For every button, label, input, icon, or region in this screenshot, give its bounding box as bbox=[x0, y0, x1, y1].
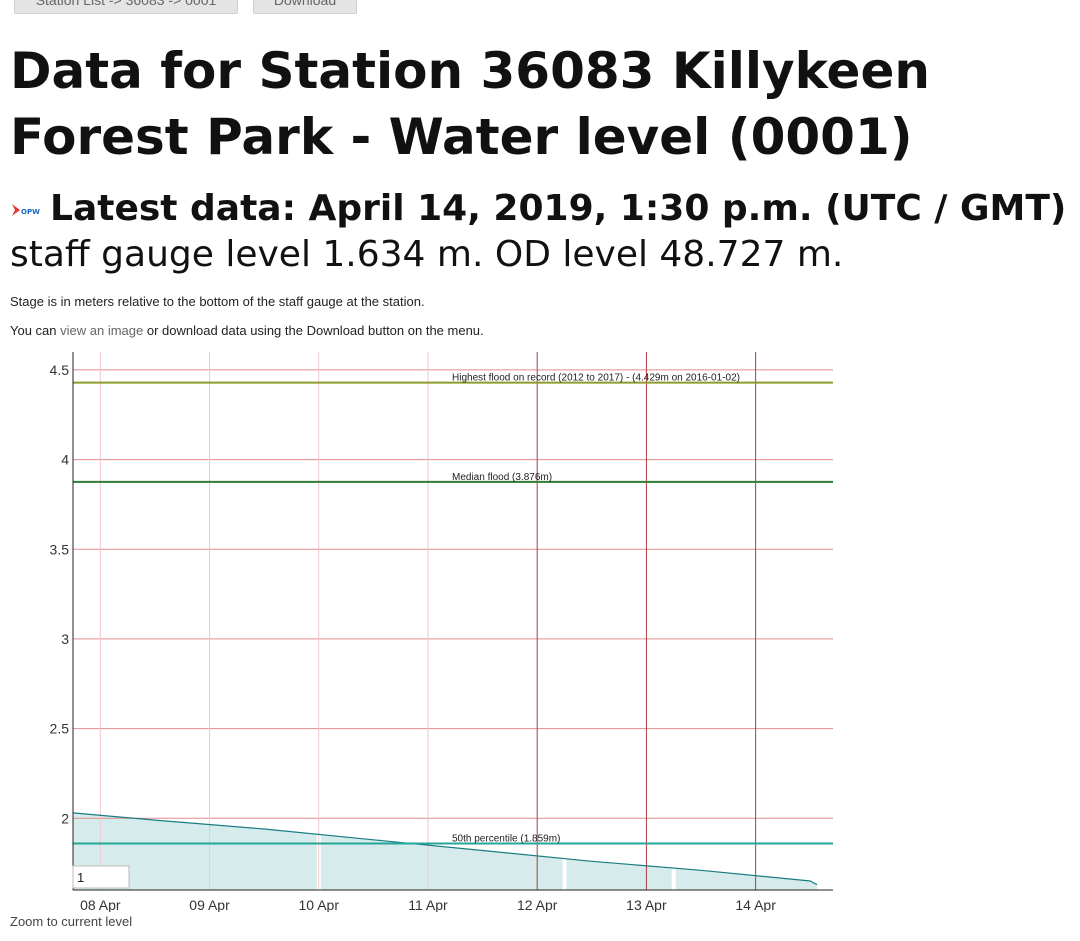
x-tick-label: 14 Apr bbox=[735, 897, 776, 912]
zoom-current-level-link[interactable]: Zoom to current level bbox=[10, 914, 133, 929]
download-note: You can view an image or download data u… bbox=[10, 323, 484, 338]
reference-line-label: 50th percentile (1.859m) bbox=[452, 834, 560, 845]
x-tick-label: 13 Apr bbox=[626, 897, 667, 912]
water-level-chart[interactable]: 2 2.5 3 3.5 4 4.5 08 Apr 09 Apr 10 Apr 11 Apr 12 A… bbox=[0, 340, 860, 912]
reference-line-label: Median flood (3.876m) bbox=[452, 472, 552, 483]
y-tick-label: 4.5 bbox=[50, 362, 70, 378]
svg-text:OPW: OPW bbox=[21, 208, 40, 216]
x-tick-label: 09 Apr bbox=[189, 897, 230, 912]
view-image-link[interactable]: view an image bbox=[60, 323, 144, 338]
x-tick-label: 12 Apr bbox=[517, 897, 558, 912]
stage-note: Stage is in meters relative to the botto… bbox=[10, 294, 425, 309]
y-tick-label: 4 bbox=[61, 452, 69, 468]
series-line bbox=[72, 812, 818, 886]
y-tick-label: 3.5 bbox=[50, 541, 70, 557]
latest-data-line: OPW Latest data: April 14, 2019, 1:30 p.m… bbox=[10, 186, 1070, 278]
data-gap bbox=[671, 352, 676, 890]
x-tick-label: 11 Apr bbox=[408, 897, 448, 912]
opw-logo-icon: OPW bbox=[12, 204, 40, 216]
page-title: Data for Station 36083 Killykeen Forest … bbox=[10, 42, 930, 166]
latest-data-timestamp: Latest data: April 14, 2019, 1:30 p.m. (… bbox=[50, 188, 1067, 229]
latest-data-levels: staff gauge level 1.634 m. OD level 48.7… bbox=[10, 234, 844, 275]
y-tick-label: 2 bbox=[61, 810, 69, 826]
reference-line-label: Highest flood on record (2012 to 2017) -… bbox=[452, 373, 740, 384]
y-tick-label: 2.5 bbox=[50, 721, 70, 737]
x-tick-label: 10 Apr bbox=[299, 897, 340, 912]
y-tick-label: 3 bbox=[61, 631, 69, 647]
breadcrumb-button[interactable]: Station List -> 36083 -> 0001 bbox=[14, 0, 238, 14]
data-gap bbox=[562, 352, 567, 890]
download-note-suffix: or download data using the Download butt… bbox=[143, 323, 484, 338]
series-area bbox=[73, 812, 818, 890]
download-button[interactable]: Download bbox=[253, 0, 357, 14]
x-tick-label: 08 Apr bbox=[80, 897, 121, 912]
zoom-level-input[interactable]: 1 bbox=[77, 870, 84, 885]
zoom-level-input-box bbox=[72, 865, 130, 889]
download-note-prefix: You can bbox=[10, 323, 61, 338]
